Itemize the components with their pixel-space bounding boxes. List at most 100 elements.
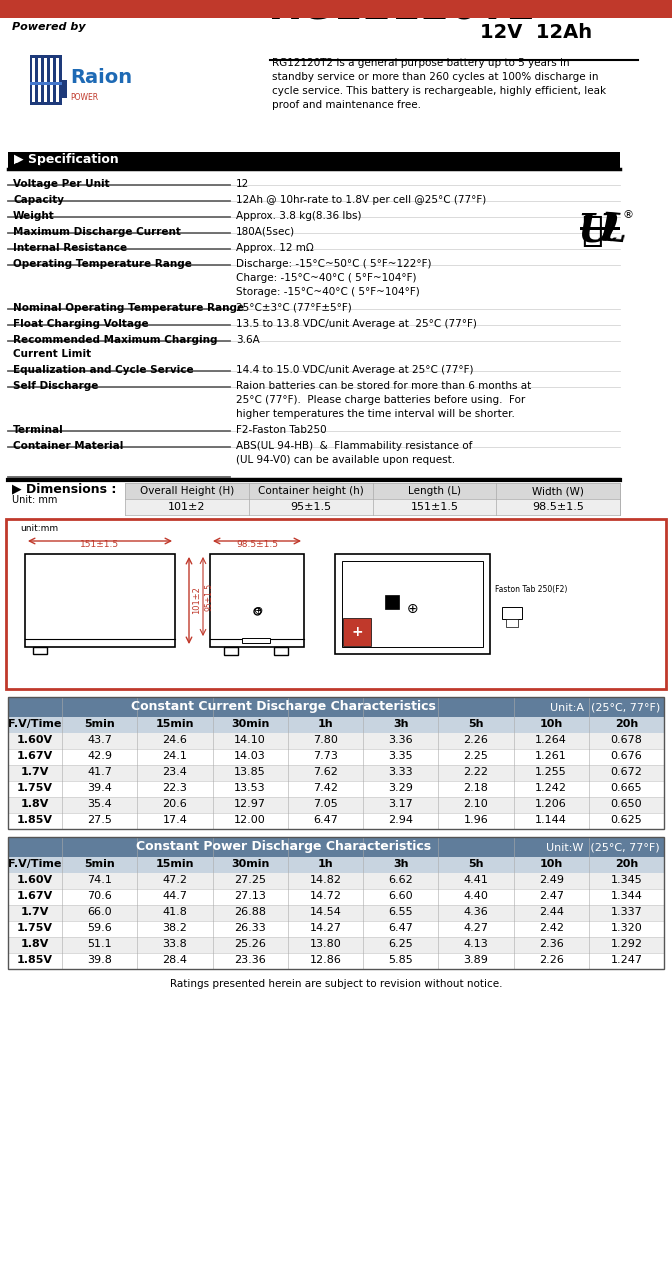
Text: 3.35: 3.35	[388, 751, 413, 762]
Text: Unit: mm: Unit: mm	[12, 495, 57, 506]
Text: 5.85: 5.85	[388, 955, 413, 965]
Text: 14.10: 14.10	[235, 735, 266, 745]
Text: Discharge: -15°C~50°C ( 5°F~122°F): Discharge: -15°C~50°C ( 5°F~122°F)	[236, 259, 431, 269]
Bar	[8, 186, 620, 201]
Text: 41.7: 41.7	[87, 767, 112, 777]
Text: 43.7: 43.7	[87, 735, 112, 745]
Bar	[8, 265, 620, 308]
Text: 3.36: 3.36	[388, 735, 413, 745]
Text: 0.676: 0.676	[610, 751, 642, 762]
Text: Operating Temperature Range: Operating Temperature Range	[13, 259, 192, 269]
Text: Equalization and Cycle Service: Equalization and Cycle Service	[13, 365, 194, 375]
Text: 35.4: 35.4	[87, 799, 112, 809]
Text: 12.86: 12.86	[309, 955, 341, 965]
Text: 2.22: 2.22	[464, 767, 489, 777]
Text: Width (W): Width (W)	[532, 486, 584, 495]
Text: 1.75V: 1.75V	[17, 783, 53, 794]
Text: 2.49: 2.49	[539, 876, 564, 884]
Text: 51.1: 51.1	[87, 940, 112, 948]
Text: 1.7V: 1.7V	[21, 908, 49, 916]
Text: 95±1.5: 95±1.5	[290, 502, 331, 512]
Text: 1.67V: 1.67V	[17, 751, 53, 762]
Bar	[8, 954, 664, 969]
Text: Charge: -15°C~40°C ( 5°F~104°F): Charge: -15°C~40°C ( 5°F~104°F)	[236, 273, 417, 283]
Text: 2.94: 2.94	[388, 815, 413, 826]
Text: F.V/Time: F.V/Time	[8, 719, 62, 730]
Text: 27.13: 27.13	[234, 891, 266, 901]
Text: 12.97: 12.97	[234, 799, 266, 809]
Text: 27.5: 27.5	[87, 815, 112, 826]
Text: 39.4: 39.4	[87, 783, 112, 794]
Text: 14.4 to 15.0 VDC/unit Average at 25°C (77°F): 14.4 to 15.0 VDC/unit Average at 25°C (7…	[236, 365, 474, 375]
Text: Float Charging Voltage: Float Charging Voltage	[13, 319, 149, 329]
Text: 7.73: 7.73	[313, 751, 338, 762]
Text: 1.344: 1.344	[610, 891, 642, 901]
Text: 4.41: 4.41	[464, 876, 489, 884]
Text: Terminal: Terminal	[13, 425, 64, 435]
Text: 30min: 30min	[231, 859, 269, 869]
Text: 95±1.5: 95±1.5	[205, 582, 214, 611]
Text: Length (L): Length (L)	[408, 486, 461, 495]
Bar	[56, 58, 59, 102]
Bar	[8, 308, 620, 325]
Text: Voltage Per Unit: Voltage Per Unit	[13, 179, 110, 189]
Bar	[50, 58, 53, 102]
Text: 6.60: 6.60	[388, 891, 413, 901]
Bar	[8, 749, 664, 765]
Text: 1h: 1h	[318, 859, 333, 869]
Bar	[335, 554, 490, 654]
Bar	[8, 152, 620, 168]
Text: 6.55: 6.55	[388, 908, 413, 916]
Text: 12.00: 12.00	[235, 815, 266, 826]
Text: 180A(5sec): 180A(5sec)	[236, 227, 295, 237]
Text: 25°C (77°F).  Please charge batteries before using.  For: 25°C (77°F). Please charge batteries bef…	[236, 396, 526, 404]
Bar	[210, 554, 304, 646]
Bar	[385, 595, 399, 609]
Text: Faston Tab 250(F2): Faston Tab 250(F2)	[495, 585, 567, 594]
Bar	[8, 387, 620, 431]
Text: 14.82: 14.82	[309, 876, 341, 884]
Bar	[8, 169, 620, 186]
Text: Self Discharge: Self Discharge	[13, 381, 98, 390]
Text: 0.650: 0.650	[611, 799, 642, 809]
Text: 4.36: 4.36	[464, 908, 489, 916]
Text: 1.255: 1.255	[536, 767, 567, 777]
Text: 6.47: 6.47	[313, 815, 338, 826]
Text: +: +	[351, 625, 363, 639]
Text: Nominal Operating Temperature Range: Nominal Operating Temperature Range	[13, 303, 244, 314]
Bar	[8, 218, 620, 233]
Text: 1.8V: 1.8V	[21, 799, 49, 809]
Text: 3.29: 3.29	[388, 783, 413, 794]
Text: 7.42: 7.42	[313, 783, 338, 794]
Text: 5min: 5min	[84, 859, 115, 869]
Bar	[8, 447, 620, 477]
Text: 7.05: 7.05	[313, 799, 338, 809]
Text: 3.6A: 3.6A	[236, 335, 260, 346]
Text: 2.42: 2.42	[539, 923, 564, 933]
Text: 3.17: 3.17	[388, 799, 413, 809]
Text: 3.89: 3.89	[464, 955, 489, 965]
Text: 70.6: 70.6	[87, 891, 112, 901]
Text: Current Limit: Current Limit	[13, 349, 91, 358]
Text: 13.80: 13.80	[310, 940, 341, 948]
Text: Overall Height (H): Overall Height (H)	[140, 486, 234, 495]
Text: 2.44: 2.44	[539, 908, 564, 916]
Text: 74.1: 74.1	[87, 876, 112, 884]
Text: 1.60V: 1.60V	[17, 876, 53, 884]
Bar	[0, 0, 672, 18]
Text: 6.47: 6.47	[388, 923, 413, 933]
Bar	[506, 620, 518, 627]
Text: 2.47: 2.47	[539, 891, 564, 901]
Bar	[8, 837, 664, 858]
Bar	[8, 733, 664, 749]
Bar	[30, 82, 62, 84]
Bar	[580, 227, 620, 230]
Text: 4.27: 4.27	[464, 923, 489, 933]
Text: Recommended Maximum Charging: Recommended Maximum Charging	[13, 335, 218, 346]
Bar	[8, 781, 664, 797]
Text: 6.62: 6.62	[388, 876, 413, 884]
Text: 2.18: 2.18	[464, 783, 489, 794]
Text: 2.26: 2.26	[539, 955, 564, 965]
Text: 101±2: 101±2	[168, 502, 206, 512]
Text: Unit:A  (25°C, 77°F): Unit:A (25°C, 77°F)	[550, 703, 660, 713]
